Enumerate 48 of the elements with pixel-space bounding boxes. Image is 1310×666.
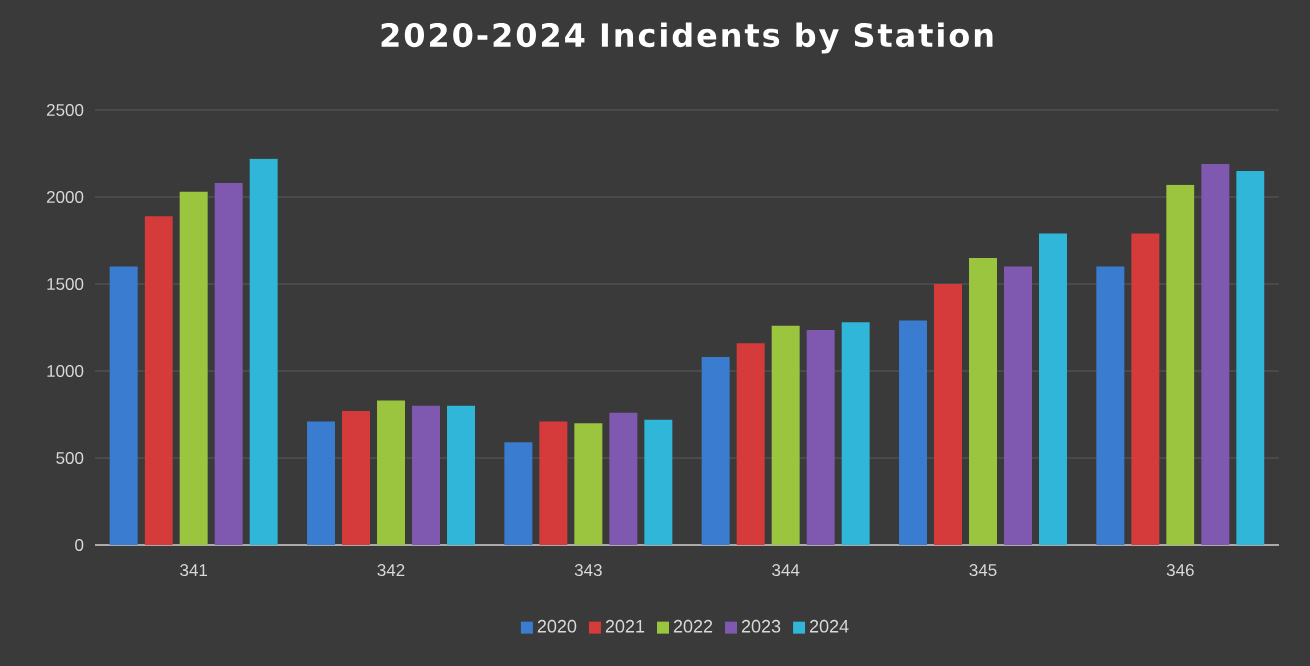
bar [307, 421, 336, 545]
bar [701, 357, 730, 545]
chart-title: 2020-2024 Incidents by Station [381, 22, 993, 54]
legend-label: 2021 [605, 619, 645, 633]
bar [412, 405, 441, 545]
bar [249, 158, 278, 545]
bar [969, 257, 997, 545]
y-tick-label: 1500 [47, 278, 84, 291]
y-tick-label: 1000 [47, 365, 84, 378]
bar [934, 284, 963, 545]
bar [1166, 184, 1195, 545]
bar [342, 411, 371, 545]
bar [377, 400, 406, 545]
y-tick-label: 0 [75, 538, 84, 552]
bar [109, 266, 138, 545]
y-tick-label: 2000 [46, 191, 84, 204]
bar [539, 421, 568, 545]
x-tick-label: 344 [772, 564, 800, 577]
y-tick-label: 2500 [46, 104, 84, 117]
legend-label: 2023 [741, 619, 781, 633]
x-tick-label: 341 [180, 564, 208, 577]
bar [609, 412, 638, 545]
x-tick-label: 346 [1166, 564, 1194, 577]
x-tick-label: 342 [377, 564, 405, 577]
bar [1004, 266, 1033, 545]
bar [644, 419, 673, 545]
bar [1201, 163, 1230, 545]
bar [899, 320, 928, 545]
bar [574, 423, 603, 545]
bar [771, 325, 800, 545]
legend-label: 2022 [673, 619, 713, 633]
bar [841, 322, 870, 545]
bar [214, 183, 243, 545]
bar [447, 405, 476, 545]
bar [1131, 233, 1160, 545]
bar [1236, 170, 1265, 545]
bar [736, 343, 765, 545]
bar [504, 442, 533, 545]
legend-label: 2020 [537, 619, 577, 633]
bar [1096, 266, 1125, 545]
bar [1039, 233, 1068, 545]
bar [806, 330, 835, 545]
x-tick-label: 345 [969, 564, 997, 577]
x-tick-label: 343 [574, 564, 602, 577]
bar [179, 191, 208, 545]
bar [144, 216, 173, 545]
y-tick-label: 500 [56, 451, 84, 465]
legend-label: 2024 [809, 619, 849, 633]
